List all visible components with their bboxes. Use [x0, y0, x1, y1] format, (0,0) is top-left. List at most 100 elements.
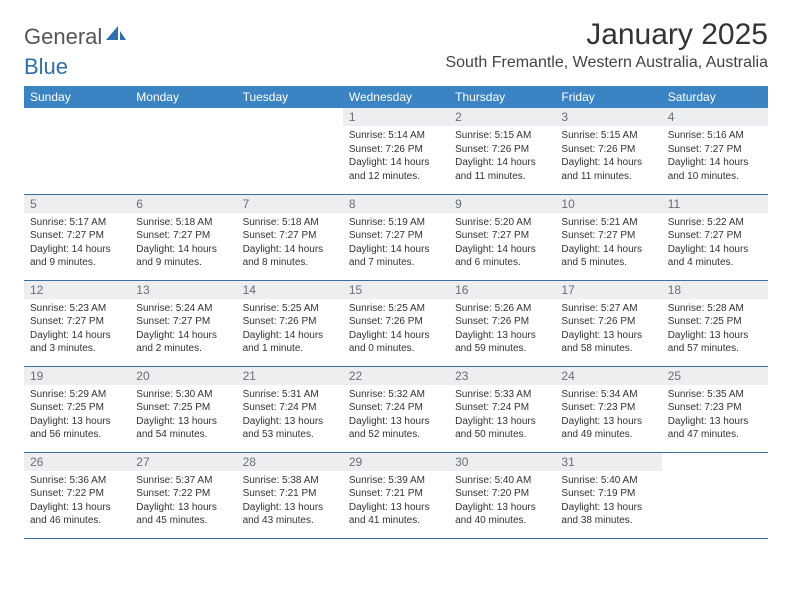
day-number: 31 — [555, 453, 661, 471]
day-details: Sunrise: 5:28 AMSunset: 7:25 PMDaylight:… — [662, 299, 768, 360]
day-detail-line: and 40 minutes. — [455, 514, 549, 528]
day-detail-line: Sunset: 7:27 PM — [136, 229, 230, 243]
day-detail-line: Daylight: 13 hours — [561, 329, 655, 343]
day-detail-line: Sunset: 7:26 PM — [455, 143, 549, 157]
calendar-day-cell: 15Sunrise: 5:25 AMSunset: 7:26 PMDayligh… — [343, 280, 449, 366]
day-detail-line: and 46 minutes. — [30, 514, 124, 528]
calendar-day-cell: 3Sunrise: 5:15 AMSunset: 7:26 PMDaylight… — [555, 108, 661, 194]
day-detail-line: Sunrise: 5:24 AM — [136, 302, 230, 316]
day-detail-line: Sunrise: 5:29 AM — [30, 388, 124, 402]
weekday-header: Thursday — [449, 86, 555, 108]
day-detail-line: Daylight: 14 hours — [243, 243, 337, 257]
weekday-header: Tuesday — [237, 86, 343, 108]
day-detail-line: and 56 minutes. — [30, 428, 124, 442]
day-detail-line: and 10 minutes. — [668, 170, 762, 184]
logo-text-1: General — [24, 24, 102, 50]
day-number: 3 — [555, 108, 661, 126]
day-detail-line: and 53 minutes. — [243, 428, 337, 442]
day-detail-line: Daylight: 13 hours — [561, 501, 655, 515]
day-number: 12 — [24, 281, 130, 299]
calendar-week-row: 19 Sunrise: 5:29 AMSunset: 7:25 PM Dayligh… — [24, 366, 768, 452]
day-detail-line: Daylight: 14 hours — [561, 243, 655, 257]
day-details: Sunrise: 5:15 AMSunset: 7:26 PMDaylight:… — [449, 126, 555, 187]
day-detail-line: Sunset: 7:25 PM — [30, 401, 124, 415]
day-detail-line: Sunrise: 5:25 AM — [243, 302, 337, 316]
day-detail-line: Sunrise: 5:15 AM — [561, 129, 655, 143]
day-detail-line: Sunrise: 5:40 AM — [561, 474, 655, 488]
day-details: Sunrise: 5:40 AMSunset: 7:20 PMDaylight:… — [449, 471, 555, 532]
day-detail-line: Daylight: 13 hours — [136, 415, 230, 429]
day-detail-line: Sunset: 7:26 PM — [561, 143, 655, 157]
day-detail-line: Daylight: 14 hours — [349, 243, 443, 257]
day-detail-line: Sunset: 7:27 PM — [243, 229, 337, 243]
day-details: Sunrise: 5:36 AMSunset: 7:22 PMDaylight:… — [24, 471, 130, 532]
day-number: 24 — [555, 367, 661, 385]
day-detail-line: Sunrise: 5:17 AM — [30, 216, 124, 230]
calendar-day-cell: 20Sunrise: 5:30 AMSunset: 7:25 PMDayligh… — [130, 366, 236, 452]
day-details: Sunrise: 5:17 AMSunset: 7:27 PMDaylight:… — [24, 213, 130, 274]
calendar-day-cell: 29Sunrise: 5:39 AMSunset: 7:21 PMDayligh… — [343, 452, 449, 538]
day-detail-line: Sunrise: 5:23 AM — [30, 302, 124, 316]
month-title: January 2025 — [445, 18, 768, 52]
day-detail-line: and 59 minutes. — [455, 342, 549, 356]
day-detail-line: Daylight: 13 hours — [30, 501, 124, 515]
day-detail-line: and 4 minutes. — [668, 256, 762, 270]
day-details: Sunrise: 5:27 AMSunset: 7:26 PMDaylight:… — [555, 299, 661, 360]
day-number: 26 — [24, 453, 130, 471]
day-number: 28 — [237, 453, 343, 471]
day-details: Sunrise: 5:35 AMSunset: 7:23 PMDaylight:… — [662, 385, 768, 446]
day-detail-line: Daylight: 13 hours — [455, 501, 549, 515]
day-detail-line: Daylight: 13 hours — [349, 501, 443, 515]
day-details: Sunrise: 5:33 AMSunset: 7:24 PMDaylight:… — [449, 385, 555, 446]
day-detail-line: Daylight: 13 hours — [668, 415, 762, 429]
day-detail-line: Sunset: 7:27 PM — [30, 315, 124, 329]
day-detail-line: Sunrise: 5:27 AM — [561, 302, 655, 316]
day-number: 15 — [343, 281, 449, 299]
calendar-day-cell: 7Sunrise: 5:18 AMSunset: 7:27 PMDaylight… — [237, 194, 343, 280]
day-detail-line: Daylight: 14 hours — [136, 243, 230, 257]
day-detail-line: Sunrise: 5:15 AM — [455, 129, 549, 143]
day-detail-line: Sunrise: 5:35 AM — [668, 388, 762, 402]
day-detail-line: Daylight: 13 hours — [349, 415, 443, 429]
calendar-day-cell: 11Sunrise: 5:22 AMSunset: 7:27 PMDayligh… — [662, 194, 768, 280]
day-detail-line: Daylight: 14 hours — [668, 243, 762, 257]
day-detail-line: Sunrise: 5:20 AM — [455, 216, 549, 230]
day-detail-line: and 6 minutes. — [455, 256, 549, 270]
day-detail-line: Daylight: 14 hours — [243, 329, 337, 343]
day-detail-line: and 41 minutes. — [349, 514, 443, 528]
day-detail-line: Daylight: 14 hours — [455, 243, 549, 257]
day-detail-line: and 47 minutes. — [668, 428, 762, 442]
weekday-header: Friday — [555, 86, 661, 108]
day-number: 19 — [24, 367, 130, 385]
day-detail-line: Sunrise: 5:22 AM — [668, 216, 762, 230]
day-detail-line: Sunrise: 5:39 AM — [349, 474, 443, 488]
calendar-week-row: 5Sunrise: 5:17 AMSunset: 7:27 PMDaylight… — [24, 194, 768, 280]
day-number: 18 — [662, 281, 768, 299]
day-detail-line: Sunrise: 5:14 AM — [349, 129, 443, 143]
calendar-day-cell: 25Sunrise: 5:35 AMSunset: 7:23 PMDayligh… — [662, 366, 768, 452]
day-details: Sunrise: 5:40 AMSunset: 7:19 PMDaylight:… — [555, 471, 661, 532]
calendar-table: Sunday Monday Tuesday Wednesday Thursday… — [24, 86, 768, 539]
day-detail-line: and 49 minutes. — [561, 428, 655, 442]
day-detail-line: Sunset: 7:26 PM — [349, 143, 443, 157]
day-number: 29 — [343, 453, 449, 471]
day-detail-line: Sunrise: 5:33 AM — [455, 388, 549, 402]
day-details: Sunrise: 5:30 AMSunset: 7:25 PMDaylight:… — [130, 385, 236, 446]
day-details: Sunrise: 5:39 AMSunset: 7:21 PMDaylight:… — [343, 471, 449, 532]
day-number: 4 — [662, 108, 768, 126]
day-number: 6 — [130, 195, 236, 213]
day-detail-line: Daylight: 13 hours — [243, 415, 337, 429]
day-detail-line: and 50 minutes. — [455, 428, 549, 442]
calendar-day-cell: 2Sunrise: 5:15 AMSunset: 7:26 PMDaylight… — [449, 108, 555, 194]
day-detail-line: Sunset: 7:27 PM — [668, 229, 762, 243]
day-detail-line: and 58 minutes. — [561, 342, 655, 356]
day-detail-line: and 11 minutes. — [455, 170, 549, 184]
day-detail-line: and 38 minutes. — [561, 514, 655, 528]
day-number: 30 — [449, 453, 555, 471]
day-detail-line: Daylight: 13 hours — [243, 501, 337, 515]
day-details: Sunrise: 5:32 AMSunset: 7:24 PMDaylight:… — [343, 385, 449, 446]
calendar-week-row: ......1Sunrise: 5:14 AMSunset: 7:26 PMDa… — [24, 108, 768, 194]
calendar-day-cell: .. — [237, 108, 343, 194]
day-number: 25 — [662, 367, 768, 385]
day-detail-line: and 2 minutes. — [136, 342, 230, 356]
